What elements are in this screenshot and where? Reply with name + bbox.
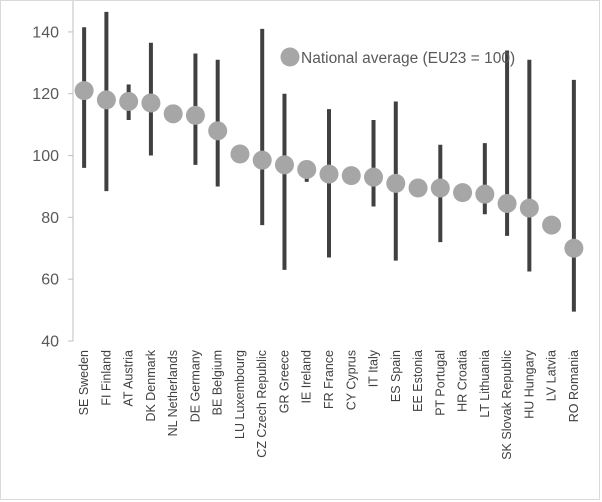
legend-label: National average (EU23 = 100): [301, 50, 515, 67]
category-label: BE Belgium: [211, 350, 225, 415]
data-point: [252, 150, 272, 170]
y-tick-label: 140: [32, 24, 59, 41]
data-point: [386, 173, 406, 193]
category-label: CZ Czech Republic: [255, 350, 269, 458]
y-tick-label: 80: [41, 210, 59, 227]
category-label: AT Austria: [122, 350, 136, 407]
data-point: [542, 215, 562, 235]
data-point: [297, 159, 317, 179]
data-point: [341, 166, 361, 186]
category-label: HR Croatia: [456, 350, 470, 412]
category-label: FI Finland: [99, 350, 113, 406]
y-tick-label: 60: [41, 272, 59, 289]
y-tick-label: 40: [41, 334, 59, 351]
category-label: IT Italy: [367, 349, 381, 387]
data-point: [74, 81, 94, 101]
data-point: [319, 164, 339, 184]
data-point: [430, 178, 450, 198]
data-point: [564, 238, 584, 258]
data-point: [274, 155, 294, 175]
data-point: [453, 183, 473, 203]
y-tick-label: 120: [32, 86, 59, 103]
data-point: [163, 104, 183, 124]
category-label: LT Lithuania: [478, 350, 492, 418]
data-point: [497, 193, 517, 213]
data-point: [208, 121, 228, 141]
y-ticks: 40 60 80 100 120 140: [32, 24, 73, 351]
legend-marker: [280, 47, 300, 67]
x-labels: SE Sweden FI Finland AT Austria DK Denmark N…: [77, 349, 581, 460]
category-label: PT Portugal: [433, 350, 447, 416]
category-label: IE Ireland: [300, 350, 314, 404]
legend: National average (EU23 = 100): [280, 47, 515, 67]
category-label: LU Luxembourg: [233, 350, 247, 439]
points: [74, 81, 584, 258]
data-point: [408, 178, 428, 198]
category-label: DK Denmark: [144, 349, 158, 421]
category-label: FR France: [322, 350, 336, 409]
data-point: [96, 90, 116, 110]
category-label: SE Sweden: [77, 350, 91, 415]
category-label: HU Hungary: [522, 349, 536, 419]
category-label: SK Slovak Republic: [500, 350, 514, 460]
category-label: ES Spain: [389, 350, 403, 402]
category-label: LV Latvia: [545, 350, 559, 401]
data-point: [119, 91, 139, 111]
data-point: [185, 105, 205, 125]
data-point: [141, 93, 161, 113]
category-label: DE Germany: [188, 349, 202, 422]
category-label: RO Romania: [567, 350, 581, 422]
data-point: [475, 184, 495, 204]
category-label: GR Greece: [277, 350, 291, 413]
data-point: [364, 167, 384, 187]
category-label: NL Netherlands: [166, 350, 180, 436]
data-point: [230, 144, 250, 164]
category-label: EE Estonia: [411, 350, 425, 412]
y-tick-label: 100: [32, 148, 59, 165]
data-point: [519, 198, 539, 218]
category-label: CY Cyprus: [344, 350, 358, 410]
